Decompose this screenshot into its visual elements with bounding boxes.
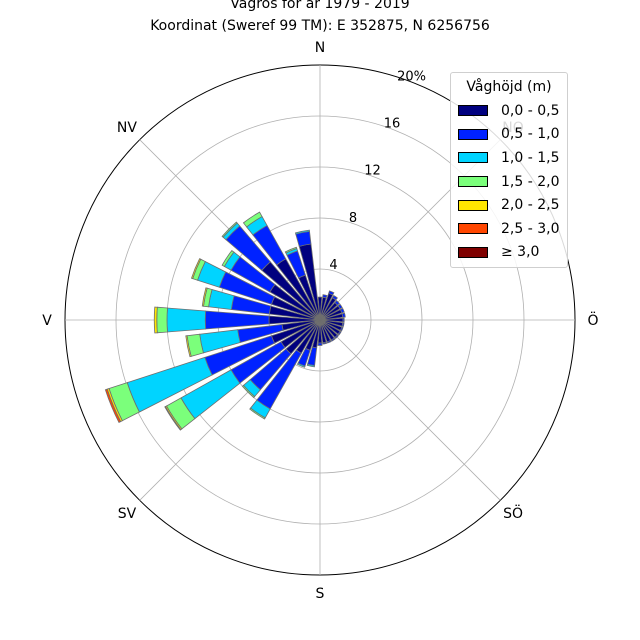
direction-label: V [42, 313, 52, 329]
sector-segment [342, 317, 345, 323]
legend-swatch [458, 128, 488, 140]
legend-swatch [458, 223, 488, 235]
legend-swatch [458, 246, 488, 258]
legend-item: 2,5 - 3,0 [451, 217, 567, 241]
sector-segment [241, 384, 256, 399]
direction-label: SV [118, 506, 137, 522]
sector-segment [296, 362, 306, 368]
legend-label: 2,0 - 2,5 [501, 197, 560, 214]
direction-label: NV [117, 120, 137, 136]
radial-tick-label: 4 [329, 258, 337, 273]
radial-tick-label: 12 [364, 164, 381, 179]
sector-segment [221, 249, 235, 267]
sector-segment [330, 337, 336, 342]
sector-segment [322, 341, 328, 345]
radial-tick-label: 16 [384, 117, 401, 132]
sector-segment [166, 307, 207, 333]
direction-label: Ö [587, 311, 598, 329]
legend-label: 0,5 - 1,0 [501, 126, 560, 143]
legend-item: 1,5 - 2,0 [451, 170, 567, 194]
legend-label: 1,0 - 1,5 [501, 149, 560, 166]
sector-segment [204, 310, 270, 330]
legend-label: 2,5 - 3,0 [501, 220, 560, 237]
radial-tick-label: 8 [349, 211, 357, 226]
sector-segment [334, 334, 339, 339]
sector-segment [337, 330, 342, 336]
legend-item: ≥ 3,0 [451, 241, 567, 265]
sector-segment [164, 406, 182, 431]
sector-segment [328, 290, 335, 296]
sector-segment [339, 307, 345, 314]
sector-segment [185, 335, 192, 358]
legend-label: ≥ 3,0 [501, 244, 540, 261]
grid-spoke [319, 319, 501, 501]
legend-swatch [458, 105, 488, 117]
sector-segment [306, 363, 316, 368]
radial-tick-label: 20% [397, 69, 426, 84]
sector-segment [153, 306, 158, 334]
direction-label: N [315, 40, 325, 56]
sector-segment [242, 211, 263, 228]
sector-segment [156, 306, 168, 334]
legend-label: 1,5 - 2,0 [501, 173, 560, 190]
sector-segment [341, 322, 345, 328]
sector-segment [341, 312, 346, 318]
sector-segment [221, 221, 238, 238]
sector-segment [190, 258, 202, 280]
sector-segment [317, 342, 323, 346]
chart-title: Vågros för år 1979 - 2019 [230, 0, 410, 12]
legend-item: 0,0 - 0,5 [451, 99, 567, 123]
legend: Våghöjd (m) 0,0 - 0,5 0,5 - 1,0 1,0 - 1,5 1… [450, 72, 568, 268]
legend-swatch [458, 199, 488, 211]
legend-item: 2,0 - 2,5 [451, 193, 567, 217]
sector-segment [331, 294, 338, 301]
legend-item: 0,5 - 1,0 [451, 123, 567, 147]
sector-segment [284, 246, 298, 254]
sector-segment [337, 303, 343, 310]
sector-segment [339, 326, 344, 332]
legend-label: 0,0 - 0,5 [501, 102, 560, 119]
sector-segment [294, 229, 310, 235]
legend-title: Våghöjd (m) [466, 79, 552, 95]
sector-segment [104, 388, 122, 423]
direction-label: SÖ [503, 504, 523, 522]
legend-swatch [458, 176, 488, 188]
legend-item: 1,0 - 1,5 [451, 146, 567, 170]
direction-label: S [316, 586, 325, 602]
sector-segment [249, 407, 266, 420]
chart-subtitle: Koordinat (Sweref 99 TM): E 352875, N 62… [150, 18, 490, 34]
sector-segment [322, 294, 328, 299]
sector-segment [334, 300, 340, 306]
sector-segment [326, 339, 332, 344]
legend-swatch [458, 152, 488, 164]
sector-segment [208, 289, 235, 310]
sector-segment [317, 296, 323, 321]
sector-segment [201, 287, 208, 307]
